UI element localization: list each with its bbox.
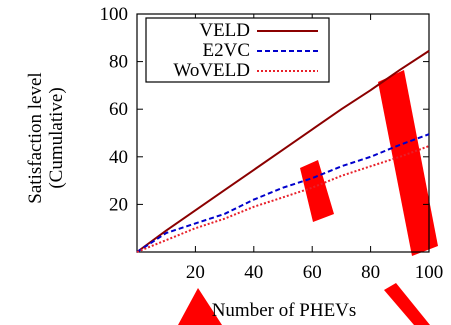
y-tick-label: 40	[109, 147, 128, 168]
plot-area	[136, 13, 430, 253]
series-line-veld	[136, 50, 430, 253]
legend: VELD E2VC WoVELD	[145, 17, 330, 83]
x-tick-label: 20	[186, 262, 205, 283]
x-tick-label: 80	[361, 262, 380, 283]
legend-label-veld: VELD	[199, 20, 250, 41]
y-axis-title-line1: Satisfaction level	[25, 72, 46, 203]
axis-ticks: 20 40 60 80 100 20 40 60 80 100	[100, 4, 444, 283]
red-swoosh-decoration	[178, 70, 438, 325]
y-tick-label: 80	[109, 52, 128, 73]
plot-frame	[136, 13, 430, 253]
series-lines	[136, 50, 430, 253]
x-tick-label: 60	[303, 262, 322, 283]
series-line-woveld	[136, 145, 430, 253]
y-tick-label: 100	[100, 4, 129, 25]
x-tick-label: 100	[415, 262, 444, 283]
x-axis-title: Number of PHEVs	[212, 300, 357, 321]
legend-label-e2vc: E2VC	[203, 40, 251, 61]
series-line-e2vc	[136, 133, 430, 253]
y-tick-label: 60	[109, 99, 128, 120]
y-axis-title-line2: (Cumulative)	[46, 87, 67, 188]
x-tick-label: 40	[244, 262, 263, 283]
y-tick-label: 20	[109, 194, 128, 215]
legend-label-woveld: WoVELD	[173, 60, 250, 81]
